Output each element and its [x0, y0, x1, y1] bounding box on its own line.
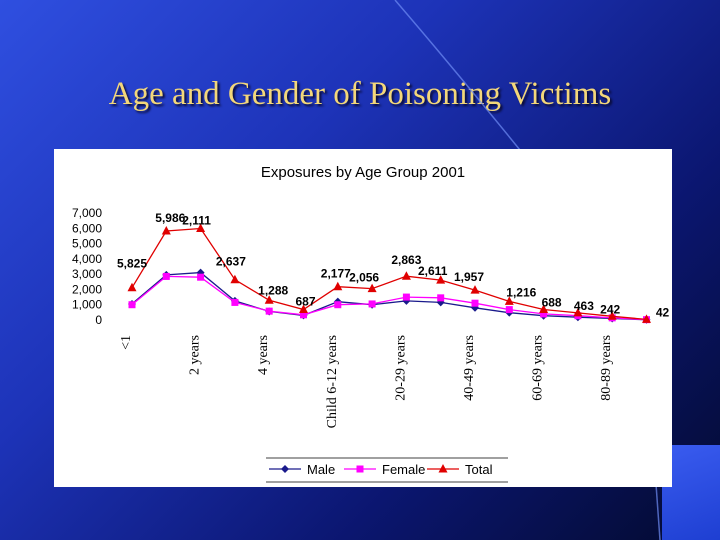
total-point: [539, 304, 549, 313]
legend-label-male: Male: [307, 462, 335, 477]
total-point: [299, 304, 308, 313]
slide-title: Age and Gender of Poisoning Victims: [108, 76, 612, 112]
total-point: [470, 285, 480, 294]
data-label: 463: [574, 299, 594, 313]
total-point: [401, 271, 411, 280]
data-label: 42: [656, 305, 670, 319]
data-label: 2,177: [321, 267, 351, 281]
legend-marker-female: [356, 465, 364, 473]
female-point: [162, 272, 170, 280]
total-point: [230, 274, 240, 284]
data-label: 2,611: [418, 264, 448, 278]
series-line-female: [131, 275, 647, 321]
female-point: [437, 294, 445, 302]
female-point: [231, 298, 239, 306]
female-point: [368, 300, 376, 308]
total-point: [642, 314, 651, 323]
y-tick-label: 7,000: [72, 206, 102, 220]
data-label: 1,957: [454, 270, 484, 284]
female-point: [505, 306, 513, 314]
chart-title: Exposures by Age Group 2001: [261, 164, 465, 181]
data-label: 242: [600, 302, 620, 316]
data-label: 1,288: [258, 283, 288, 297]
data-label: 2,111: [182, 213, 211, 227]
x-tick-label: <1: [119, 335, 134, 350]
total-point: [127, 282, 137, 292]
x-tick-label: 60-69 years: [531, 335, 546, 401]
total-point: [196, 223, 206, 232]
female-point: [540, 310, 548, 318]
female-point: [300, 311, 307, 319]
total-point: [573, 307, 583, 317]
female-point: [402, 293, 410, 301]
legend-label-total: Total: [465, 462, 493, 477]
x-tick-label: 4 years: [256, 335, 271, 375]
y-tick-label: 6,000: [72, 221, 102, 235]
data-label: 2,056: [349, 271, 379, 285]
female-point: [334, 301, 342, 309]
x-tick-label: 40-49 years: [462, 335, 477, 401]
data-label: 688: [542, 295, 562, 309]
total-point: [264, 295, 274, 304]
data-label: 1,216: [506, 285, 536, 299]
data-label: 2,637: [216, 255, 246, 269]
series-line-total: [131, 227, 647, 321]
female-point: [265, 307, 273, 315]
total-point: [436, 275, 446, 284]
total-point: [333, 281, 343, 291]
y-tick-label: 4,000: [72, 252, 102, 266]
total-point: [367, 283, 377, 293]
total-point: [504, 296, 514, 305]
y-tick-label: 5,000: [72, 237, 102, 251]
x-tick-label: Child 6-12 years: [325, 335, 340, 428]
data-label: 5,825: [117, 257, 147, 271]
legend-label-female: Female: [382, 462, 425, 477]
x-tick-label: 80-89 years: [599, 335, 614, 401]
female-point: [471, 299, 479, 307]
female-point: [197, 273, 205, 281]
series-line-male: [131, 271, 647, 321]
female-point: [128, 301, 136, 309]
data-label: 5,986: [155, 211, 185, 225]
x-tick-label: 2 years: [188, 335, 203, 375]
y-tick-label: 0: [95, 313, 102, 327]
chart-svg: Exposures by Age Group 2001 01,000 2,0003,…: [72, 164, 670, 483]
total-point: [607, 311, 617, 320]
total-point: [161, 225, 171, 235]
y-tick-label: 2,000: [72, 282, 102, 296]
chart-panel: Exposures by Age Group 2001 0 1,000 2,000 3,…: [54, 149, 672, 487]
legend-marker-total: [438, 464, 448, 473]
y-tick-label: 1,000: [72, 298, 102, 312]
data-label: 687: [295, 294, 315, 308]
legend-marker-male: [281, 465, 289, 473]
data-label: 2,863: [391, 253, 421, 267]
y-tick-label: 3,000: [72, 267, 102, 281]
x-tick-label: 20-29 years: [393, 335, 408, 401]
